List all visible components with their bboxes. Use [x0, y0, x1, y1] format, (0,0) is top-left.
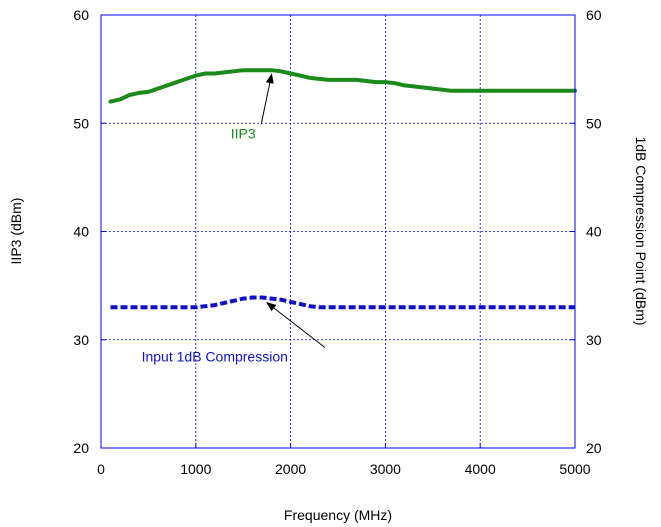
- y-tick-label-left: 50: [73, 115, 89, 131]
- y-tick-label-right: 60: [586, 7, 602, 23]
- left-axis-ticks: 20 30 40 50 60: [73, 7, 106, 456]
- annotation-input-1db-compression: Input 1dB Compression: [142, 348, 288, 364]
- grid: [101, 15, 575, 448]
- y-tick-label-right: 20: [586, 440, 602, 456]
- x-tick-label: 0: [97, 461, 105, 477]
- x-tick-label: 4000: [465, 461, 496, 477]
- y-tick-label-left: 60: [73, 7, 89, 23]
- right-axis-ticks: 20 30 40 50 60: [570, 7, 602, 456]
- x-tick-label: 1000: [180, 461, 211, 477]
- y-axis-title-right: 1dB Compression Point (dBm): [633, 136, 649, 325]
- bottom-axis-ticks: 0 1000 2000 3000 4000 5000: [97, 443, 591, 477]
- y-axis-title-left: IIP3 (dBm): [8, 198, 24, 265]
- y-tick-label-left: 20: [73, 440, 89, 456]
- y-tick-label-left: 40: [73, 224, 89, 240]
- series-line-iip3: [108, 68, 577, 104]
- x-tick-label: 2000: [275, 461, 306, 477]
- y-tick-label-right: 50: [586, 115, 602, 131]
- annotations: IIP3 Input 1dB Compression: [142, 73, 326, 364]
- annotation-iip3: IIP3: [231, 125, 256, 141]
- series-line-input-1db-compression: [110, 295, 575, 310]
- y-tick-label-right: 30: [586, 332, 602, 348]
- series-layer: [108, 68, 577, 310]
- y-tick-label-left: 30: [73, 332, 89, 348]
- x-tick-label: 3000: [370, 461, 401, 477]
- arrow-input-1db-compression: [266, 302, 326, 348]
- arrow-iip3: [260, 73, 274, 125]
- x-axis-title: Frequency (MHz): [284, 507, 392, 523]
- y-tick-label-right: 40: [586, 224, 602, 240]
- x-tick-label: 5000: [559, 461, 590, 477]
